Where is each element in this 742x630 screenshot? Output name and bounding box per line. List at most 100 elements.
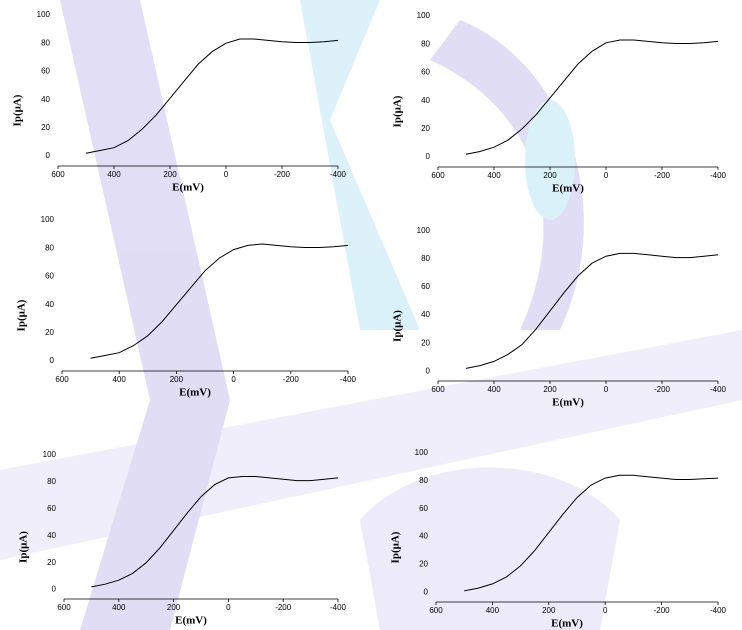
watermark-shape (0, 330, 742, 560)
x-tick-label: -400 (330, 170, 347, 179)
y-tick-label: 20 (45, 328, 54, 337)
y-tick-label: 20 (47, 558, 56, 567)
x-tick-label: 600 (429, 606, 443, 615)
y-tick-label: 100 (417, 226, 431, 235)
watermark-shape (300, 0, 420, 330)
x-tick-label: 0 (603, 606, 608, 615)
y-tick-label: 80 (41, 38, 50, 47)
x-tick-label: 600 (431, 171, 445, 180)
y-tick-label: 40 (421, 96, 430, 105)
watermark-shape (360, 467, 620, 630)
chart-panel: 600 400 200 0 -200 -400 0 20 40 60 80 100 E(mV) Ip(μA… (16, 215, 357, 398)
y-tick-label: 60 (47, 504, 56, 513)
x-tick-label: 400 (487, 385, 501, 394)
x-tick-label: 200 (543, 171, 557, 180)
y-axis-title: Ip(μA) (392, 95, 404, 127)
y-tick-label: 40 (41, 95, 50, 104)
x-tick-label: -400 (710, 171, 727, 180)
y-tick-label: 0 (50, 356, 55, 365)
y-tick-label: 60 (45, 272, 54, 281)
y-tick-label: 20 (41, 123, 50, 132)
y-tick-label: 0 (426, 152, 431, 161)
y-tick-label: 100 (417, 11, 431, 20)
x-tick-label: 200 (163, 170, 177, 179)
y-tick-label: 80 (45, 243, 54, 252)
x-tick-label: 600 (55, 375, 69, 384)
y-tick-label: 80 (419, 476, 428, 485)
x-axis-title: E(mV) (175, 615, 207, 627)
x-tick-label: 0 (226, 603, 231, 612)
x-axis-title: E(mV) (552, 397, 584, 409)
x-tick-label: -400 (340, 375, 357, 384)
y-tick-label: 0 (426, 366, 431, 375)
x-tick-label: 0 (231, 375, 236, 384)
x-tick-label: -200 (274, 170, 291, 179)
y-tick-label: 40 (419, 532, 428, 541)
y-axis-title: Ip(μA) (16, 299, 28, 331)
x-tick-label: 0 (224, 170, 229, 179)
watermark-shape (430, 20, 584, 330)
chart-panel: 600 400 200 0 -200 -400 0 20 40 60 80 100 E(mV) Ip(μA… (392, 11, 727, 194)
x-tick-label: -400 (330, 603, 347, 612)
y-tick-label: 100 (415, 448, 429, 457)
x-axis-title: E(mV) (552, 183, 584, 195)
x-tick-label: -200 (654, 606, 671, 615)
x-tick-label: 0 (604, 171, 609, 180)
x-axis-title: E(mV) (179, 387, 211, 399)
x-tick-label: 400 (486, 606, 500, 615)
y-tick-label: 60 (41, 67, 50, 76)
x-tick-label: -400 (710, 385, 727, 394)
y-tick-label: 80 (421, 39, 430, 48)
y-axis-title: Ip(μA) (390, 531, 402, 563)
y-tick-label: 100 (41, 215, 55, 224)
chart-panel: 600 400 200 0 -200 -400 0 20 40 60 80 100 E(mV) Ip(μA… (18, 450, 347, 626)
x-tick-label: 200 (170, 375, 184, 384)
y-tick-label: 60 (419, 504, 428, 513)
y-tick-label: 80 (421, 254, 430, 263)
x-tick-label: -400 (710, 606, 727, 615)
x-tick-label: -200 (275, 603, 292, 612)
x-axis-title: E(mV) (172, 182, 204, 194)
y-tick-label: 0 (46, 151, 51, 160)
x-tick-label: 600 (51, 170, 65, 179)
x-tick-label: 400 (487, 171, 501, 180)
x-tick-label: -200 (654, 385, 671, 394)
y-tick-label: 0 (52, 585, 57, 594)
x-tick-label: 400 (107, 170, 121, 179)
x-tick-label: -200 (283, 375, 300, 384)
x-tick-label: 400 (112, 603, 126, 612)
x-tick-label: -200 (654, 171, 671, 180)
x-tick-label: 600 (57, 603, 71, 612)
chart-panel: 600 400 200 0 -200 -400 0 20 40 60 80 100 E(mV) Ip(μA… (392, 226, 727, 408)
y-tick-label: 100 (43, 450, 57, 459)
x-tick-label: 600 (431, 385, 445, 394)
watermark-shape (60, 0, 230, 630)
y-tick-label: 80 (47, 477, 56, 486)
y-axis-title: Ip(μA) (18, 531, 30, 563)
x-tick-label: 200 (543, 385, 557, 394)
y-tick-label: 100 (37, 10, 51, 19)
y-axis-title: Ip(μA) (392, 310, 404, 342)
data-line (90, 243, 349, 359)
y-axis-title: Ip(μA) (12, 94, 24, 126)
chart-panel: 600 400 200 0 -200 -400 0 20 40 60 80 100 E(mV) Ip(μA… (12, 10, 347, 193)
y-tick-label: 60 (421, 282, 430, 291)
y-tick-label: 40 (45, 300, 54, 309)
y-tick-label: 20 (421, 338, 430, 347)
watermark-shape (525, 100, 575, 220)
x-tick-label: 200 (542, 606, 556, 615)
x-tick-label: 400 (113, 375, 127, 384)
data-line (465, 252, 719, 369)
x-axis-title: E(mV) (551, 618, 583, 630)
y-tick-label: 40 (47, 531, 56, 540)
y-tick-label: 60 (421, 68, 430, 77)
data-line (464, 474, 719, 592)
x-tick-label: 0 (604, 385, 609, 394)
y-tick-label: 20 (419, 560, 428, 569)
chart-panel: 600 400 200 0 -200 -400 0 20 40 60 80 100 E(mV) Ip(μA… (390, 448, 727, 629)
y-tick-label: 40 (421, 310, 430, 319)
y-tick-label: 20 (421, 124, 430, 133)
y-tick-label: 0 (424, 587, 429, 596)
